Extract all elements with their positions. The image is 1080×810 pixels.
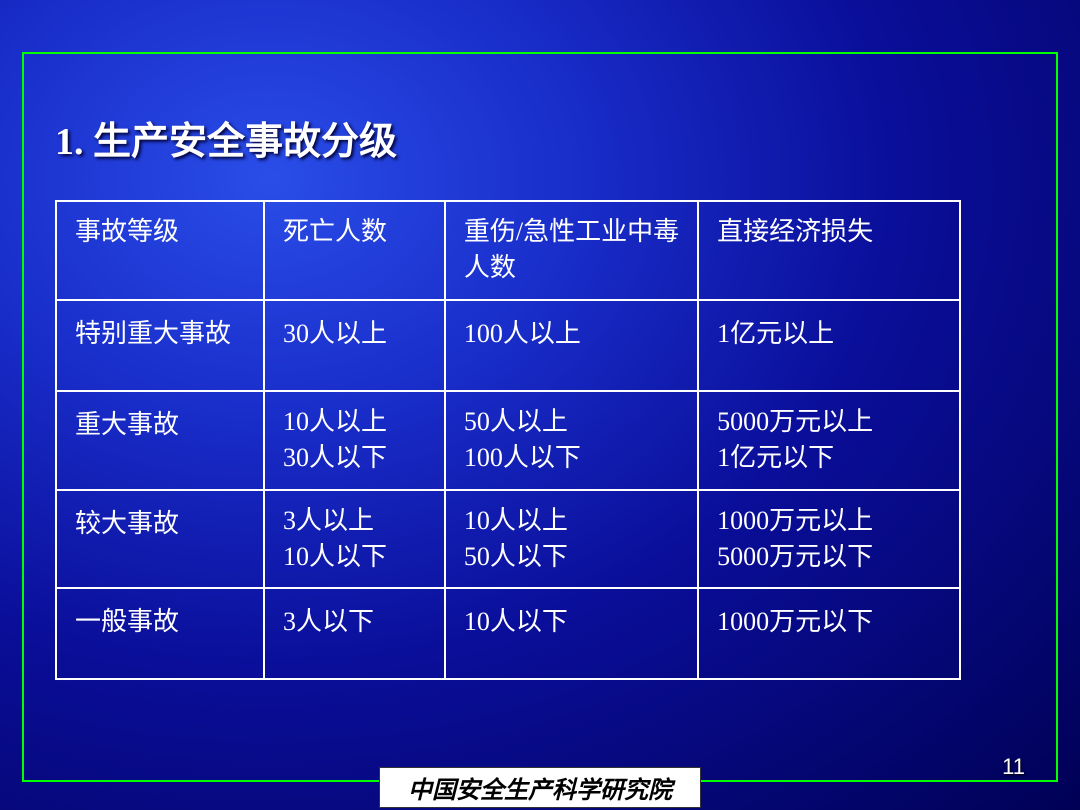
table-row: 一般事故 3人以下 10人以下 1000万元以下 bbox=[56, 588, 960, 679]
table-header-row: 事故等级 死亡人数 重伤/急性工业中毒 人数 直接经济损失 bbox=[56, 201, 960, 300]
cell-loss: 5000万元以上 1亿元以下 bbox=[698, 391, 960, 490]
cell-deaths: 30人以上 bbox=[264, 300, 445, 391]
cell-level: 特别重大事故 bbox=[56, 300, 264, 391]
cell-deaths: 3人以下 bbox=[264, 588, 445, 679]
cell-injuries: 10人以上 50人以下 bbox=[445, 490, 698, 589]
slide-title: 1. 生产安全事故分级 bbox=[55, 110, 397, 165]
col-header-injuries: 重伤/急性工业中毒 人数 bbox=[445, 201, 698, 300]
col-header-loss: 直接经济损失 bbox=[698, 201, 960, 300]
cell-injuries: 100人以上 bbox=[445, 300, 698, 391]
col-header-deaths: 死亡人数 bbox=[264, 201, 445, 300]
cell-injuries: 10人以下 bbox=[445, 588, 698, 679]
cell-deaths: 10人以上 30人以下 bbox=[264, 391, 445, 490]
cell-loss: 1000万元以上 5000万元以下 bbox=[698, 490, 960, 589]
footer: 中国安全生产科学研究院 bbox=[0, 764, 1080, 810]
footer-text: 中国安全生产科学研究院 bbox=[379, 767, 701, 808]
cell-level: 一般事故 bbox=[56, 588, 264, 679]
table-row: 特别重大事故 30人以上 100人以上 1亿元以上 bbox=[56, 300, 960, 391]
col-header-level: 事故等级 bbox=[56, 201, 264, 300]
cell-level: 较大事故 bbox=[56, 490, 264, 589]
cell-injuries: 50人以上 100人以下 bbox=[445, 391, 698, 490]
cell-deaths: 3人以上 10人以下 bbox=[264, 490, 445, 589]
cell-level: 重大事故 bbox=[56, 391, 264, 490]
table-row: 较大事故 3人以上 10人以下 10人以上 50人以下 1000万元以上 500… bbox=[56, 490, 960, 589]
cell-loss: 1亿元以上 bbox=[698, 300, 960, 391]
table-row: 重大事故 10人以上 30人以下 50人以上 100人以下 5000万元以上 1… bbox=[56, 391, 960, 490]
accident-classification-table: 事故等级 死亡人数 重伤/急性工业中毒 人数 直接经济损失 特别重大事故 30人… bbox=[55, 200, 961, 680]
cell-loss: 1000万元以下 bbox=[698, 588, 960, 679]
